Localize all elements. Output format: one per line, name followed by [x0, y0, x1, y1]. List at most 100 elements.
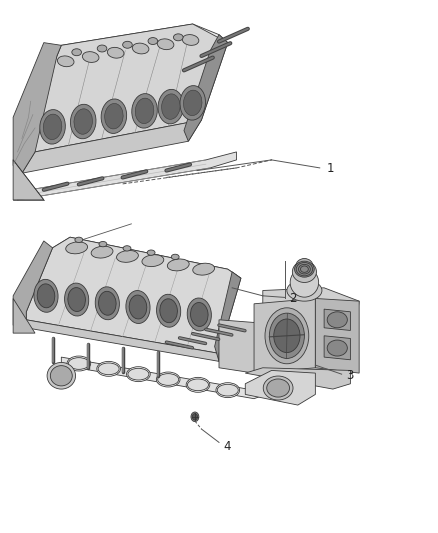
Ellipse shape — [74, 109, 92, 134]
Ellipse shape — [95, 287, 120, 320]
Ellipse shape — [292, 261, 316, 282]
Polygon shape — [13, 43, 61, 173]
Ellipse shape — [105, 103, 123, 129]
Ellipse shape — [129, 295, 147, 319]
Ellipse shape — [158, 90, 184, 124]
Ellipse shape — [193, 263, 215, 275]
Ellipse shape — [274, 319, 300, 353]
Ellipse shape — [217, 384, 238, 396]
Ellipse shape — [327, 340, 347, 356]
Ellipse shape — [287, 280, 322, 301]
Ellipse shape — [327, 312, 347, 328]
Polygon shape — [53, 237, 241, 288]
Ellipse shape — [263, 376, 293, 400]
Ellipse shape — [156, 294, 181, 327]
Ellipse shape — [186, 377, 210, 392]
Ellipse shape — [123, 246, 131, 251]
Ellipse shape — [265, 308, 309, 364]
Polygon shape — [315, 298, 359, 373]
Ellipse shape — [47, 362, 76, 389]
Ellipse shape — [173, 34, 183, 41]
Polygon shape — [245, 368, 350, 389]
Ellipse shape — [187, 379, 208, 391]
Ellipse shape — [43, 114, 62, 140]
Ellipse shape — [132, 94, 157, 128]
Ellipse shape — [147, 250, 155, 255]
Ellipse shape — [98, 363, 119, 375]
Ellipse shape — [57, 56, 74, 67]
Ellipse shape — [191, 412, 199, 422]
Ellipse shape — [167, 259, 189, 271]
Text: 2: 2 — [289, 292, 297, 305]
Ellipse shape — [191, 303, 208, 326]
Ellipse shape — [142, 255, 164, 266]
Ellipse shape — [216, 383, 240, 398]
Ellipse shape — [135, 98, 154, 124]
Ellipse shape — [269, 313, 304, 358]
Ellipse shape — [296, 263, 313, 276]
Polygon shape — [61, 357, 280, 399]
Ellipse shape — [132, 43, 149, 54]
Ellipse shape — [82, 52, 99, 62]
Ellipse shape — [101, 99, 127, 133]
Text: 3: 3 — [346, 369, 353, 382]
Ellipse shape — [99, 241, 107, 247]
Polygon shape — [219, 304, 263, 376]
Polygon shape — [31, 24, 228, 152]
Polygon shape — [18, 152, 237, 200]
Ellipse shape — [97, 361, 120, 376]
Polygon shape — [22, 120, 201, 173]
Polygon shape — [57, 24, 228, 67]
Ellipse shape — [97, 45, 107, 52]
Ellipse shape — [64, 283, 89, 316]
Polygon shape — [324, 309, 350, 330]
Text: 1: 1 — [326, 163, 334, 175]
Polygon shape — [245, 370, 315, 405]
Ellipse shape — [127, 367, 150, 382]
Ellipse shape — [157, 39, 174, 50]
Ellipse shape — [148, 37, 158, 45]
Polygon shape — [324, 336, 350, 360]
Ellipse shape — [162, 94, 180, 119]
Ellipse shape — [68, 288, 85, 311]
Ellipse shape — [298, 264, 310, 274]
Ellipse shape — [128, 368, 149, 380]
Ellipse shape — [91, 246, 113, 258]
Polygon shape — [13, 241, 53, 328]
Ellipse shape — [158, 374, 179, 385]
Ellipse shape — [300, 266, 308, 272]
Ellipse shape — [290, 268, 318, 297]
Ellipse shape — [50, 366, 72, 386]
Ellipse shape — [171, 254, 179, 260]
Ellipse shape — [192, 414, 198, 420]
Ellipse shape — [68, 358, 89, 369]
Ellipse shape — [182, 35, 199, 45]
Polygon shape — [13, 298, 35, 333]
Ellipse shape — [40, 110, 65, 144]
Polygon shape — [215, 272, 241, 361]
Ellipse shape — [71, 104, 96, 139]
Ellipse shape — [184, 90, 202, 116]
Ellipse shape — [75, 237, 83, 243]
Polygon shape — [26, 237, 241, 353]
Ellipse shape — [66, 242, 88, 254]
Ellipse shape — [160, 299, 177, 322]
Ellipse shape — [99, 292, 116, 315]
Ellipse shape — [296, 259, 313, 274]
Ellipse shape — [267, 379, 290, 397]
Polygon shape — [184, 35, 228, 141]
Ellipse shape — [107, 47, 124, 58]
Ellipse shape — [187, 298, 212, 331]
Ellipse shape — [123, 42, 132, 48]
Polygon shape — [13, 160, 44, 200]
Ellipse shape — [37, 284, 55, 308]
Polygon shape — [26, 320, 219, 361]
Ellipse shape — [34, 279, 58, 312]
Polygon shape — [254, 298, 315, 373]
Polygon shape — [263, 288, 359, 384]
Ellipse shape — [156, 372, 180, 387]
Ellipse shape — [294, 261, 314, 277]
Text: 4: 4 — [223, 440, 231, 453]
Ellipse shape — [117, 251, 138, 262]
Ellipse shape — [72, 49, 81, 55]
